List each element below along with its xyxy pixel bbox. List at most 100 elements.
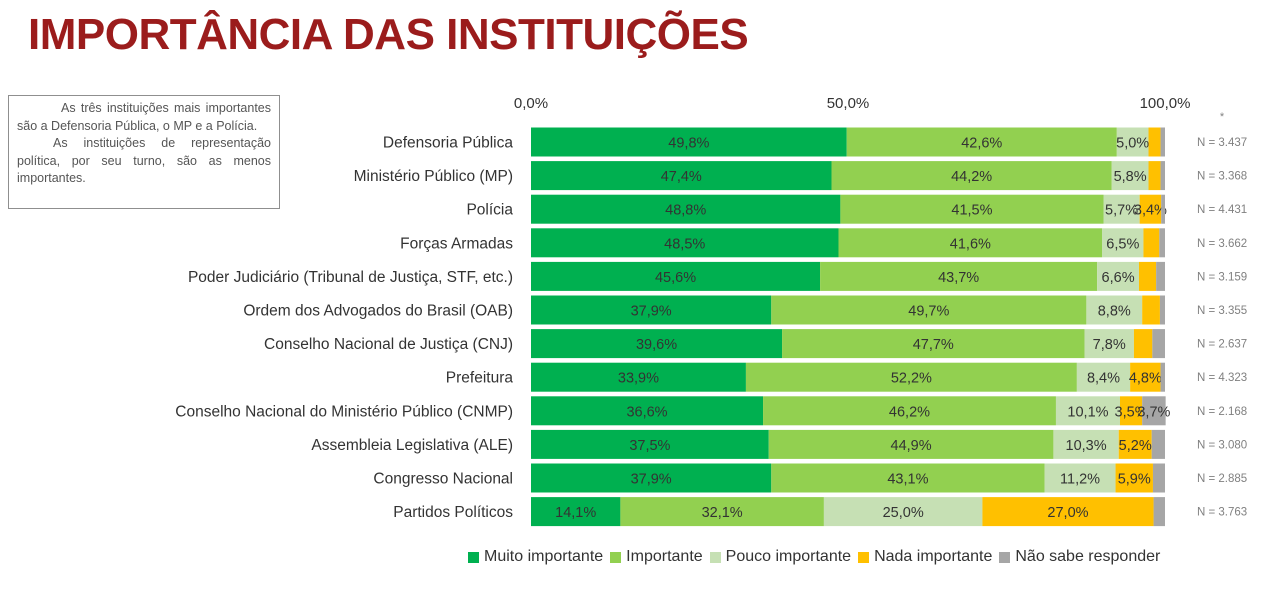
legend-item: Pouco importante — [709, 548, 852, 566]
data-label: 49,8% — [668, 136, 709, 152]
data-label: 43,1% — [887, 472, 928, 488]
stacked-bar-chart: 0,0% 50,0% 100,0% 49,8% 42,6% 5,0% 47,4% 44,2%… — [175, 95, 1247, 527]
data-label: 41,6% — [950, 236, 991, 252]
bar-segment — [1086, 295, 1143, 325]
data-label: 4,8% — [1129, 371, 1162, 387]
bar-segment — [1102, 228, 1144, 258]
bar-segment — [1044, 463, 1116, 493]
bar-segment — [1139, 194, 1162, 224]
data-label: 48,8% — [665, 203, 706, 219]
bar-segment — [531, 463, 772, 493]
bar-segment — [745, 362, 1077, 392]
chart-legend: Muito importante Importante Pouco importan… — [468, 548, 1167, 566]
data-label: 44,2% — [951, 169, 992, 185]
data-label: 14,1% — [555, 505, 596, 521]
bar-segment — [820, 261, 1098, 291]
data-label: 25,0% — [883, 505, 924, 521]
data-label: 49,7% — [908, 304, 949, 320]
bar-segment — [1143, 228, 1160, 258]
bars-group: 49,8% 42,6% 5,0% 47,4% 44,2% 5,8% 48,8% 41,5% 5,… — [531, 127, 1171, 527]
data-label: 8,4% — [1087, 371, 1120, 387]
bar-segment — [531, 396, 764, 426]
bar-segment — [531, 497, 621, 527]
category-label: Assembleia Legislativa (ALE) — [311, 437, 513, 454]
sample-size-label: N = 3.437 — [1197, 137, 1247, 149]
bar-segment — [1139, 261, 1157, 291]
category-labels: Defensoria Pública Ministério Público (MP… — [175, 135, 513, 522]
bar-segment — [771, 463, 1045, 493]
bar-segment — [771, 295, 1087, 325]
bar-segment — [768, 429, 1054, 459]
sample-size-label: N = 3.355 — [1197, 305, 1247, 317]
x-tick-label: 0,0% — [514, 95, 548, 112]
data-label: 47,7% — [913, 337, 954, 353]
sample-size-label: N = 2.637 — [1197, 339, 1247, 351]
x-axis: 0,0% 50,0% 100,0% — [514, 95, 1191, 112]
data-label: 27,0% — [1047, 505, 1088, 521]
bar-segment — [531, 127, 847, 157]
bar-segment — [846, 127, 1117, 157]
bar-segment — [531, 295, 772, 325]
category-label: Conselho Nacional de Justiça (CNJ) — [264, 336, 513, 353]
bar-segment — [531, 161, 832, 191]
bar-segment — [1159, 228, 1165, 258]
category-label: Prefeitura — [446, 370, 514, 387]
bar-segment — [782, 329, 1085, 359]
bar-segment — [1152, 329, 1165, 359]
category-label: Ordem dos Advogados do Brasil (OAB) — [243, 303, 513, 320]
category-label: Defensoria Pública — [383, 135, 513, 152]
sample-size-label: N = 3.080 — [1197, 439, 1247, 451]
data-label: 5,2% — [1119, 438, 1152, 454]
bar-segment — [1160, 362, 1165, 392]
data-label: 6,5% — [1106, 236, 1139, 252]
bar-segment — [1159, 295, 1165, 325]
bar-segment — [531, 362, 746, 392]
data-label: 47,4% — [661, 169, 702, 185]
data-label: 6,6% — [1102, 270, 1135, 286]
legend-swatch — [610, 551, 622, 563]
data-label: 52,2% — [891, 371, 932, 387]
data-label: 39,6% — [636, 337, 677, 353]
data-label: 7,8% — [1093, 337, 1126, 353]
asterisk-mark: * — [1220, 111, 1225, 123]
data-label: 10,1% — [1067, 404, 1108, 420]
legend-label: Pouco importante — [725, 548, 852, 565]
bar-segment — [831, 161, 1112, 191]
bar-segment — [982, 497, 1154, 527]
legend-label: Não sabe responder — [1015, 548, 1161, 565]
bar-segment — [1097, 261, 1140, 291]
bar-segment — [1153, 497, 1165, 527]
data-label: 3,5% — [1115, 404, 1148, 420]
data-label: 42,6% — [961, 136, 1002, 152]
data-label: 44,9% — [891, 438, 932, 454]
legend-item: Muito importante — [468, 548, 603, 566]
bar-segment — [1119, 396, 1143, 426]
data-label: 5,0% — [1116, 136, 1149, 152]
data-label: 43,7% — [938, 270, 979, 286]
bar-segment — [531, 329, 783, 359]
bar-segment — [1160, 161, 1165, 191]
data-label: 5,9% — [1118, 472, 1151, 488]
category-label: Conselho Nacional do Ministério Público … — [175, 403, 513, 420]
legend-swatch — [468, 551, 479, 563]
legend-swatch — [709, 551, 721, 563]
bar-segment — [1130, 362, 1161, 392]
bar-segment — [763, 396, 1056, 426]
bar-segment — [1084, 329, 1134, 359]
bar-segment — [1152, 463, 1165, 493]
bar-segment — [1151, 429, 1165, 459]
data-label: 37,9% — [631, 304, 672, 320]
summary-note-box: As três instituições mais importantes sã… — [8, 95, 280, 209]
data-label: 3,4% — [1134, 203, 1167, 219]
category-label: Partidos Políticos — [393, 504, 513, 521]
category-label: Congresso Nacional — [373, 471, 513, 488]
data-label: 48,5% — [664, 236, 705, 252]
data-label: 10,3% — [1066, 438, 1107, 454]
data-label: 45,6% — [655, 270, 696, 286]
bar-segment — [1160, 127, 1165, 157]
data-label: 36,6% — [626, 404, 667, 420]
legend-label: Muito importante — [484, 548, 604, 565]
bar-segment — [1116, 127, 1149, 157]
legend-swatch — [858, 551, 870, 563]
category-label: Ministério Público (MP) — [354, 168, 513, 185]
